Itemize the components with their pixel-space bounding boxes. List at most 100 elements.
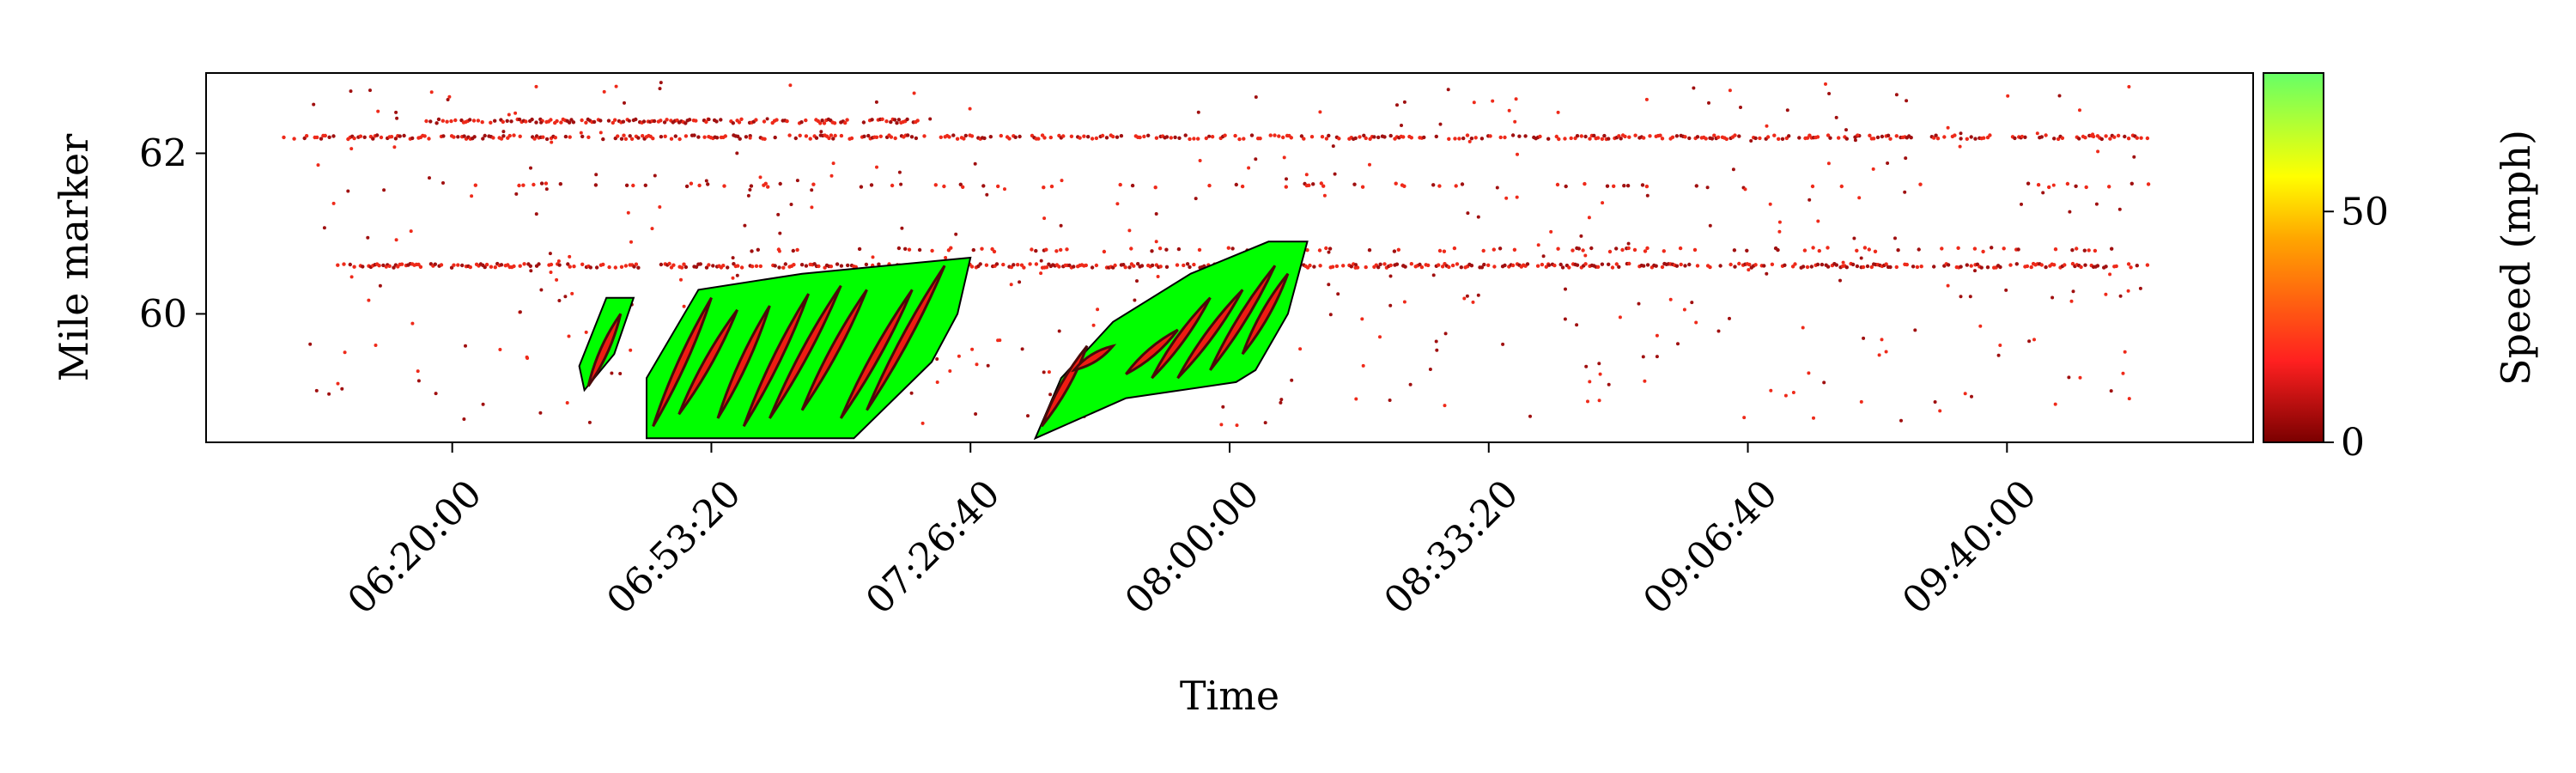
trajectory-point [1648,134,1652,138]
trajectory-point [1747,262,1752,267]
trajectory-point [2104,292,2108,296]
trajectory-point [922,134,927,138]
trajectory-point [2145,136,2150,141]
trajectory-point [817,264,821,269]
trajectory-point [939,135,944,139]
trajectory-point [687,118,692,122]
trajectory-point [1146,133,1151,137]
trajectory-point [992,249,997,254]
trajectory-point [736,134,740,138]
trajectory-point [1327,247,1333,251]
trajectory-point [1437,248,1443,253]
trajectory-point [744,135,749,139]
trajectory-point [1034,262,1039,266]
trajectory-point [969,134,975,138]
trajectory-point [1973,137,1978,141]
trajectory-point [1096,307,1100,312]
trajectory-point [1620,247,1625,253]
trajectory-point [1268,133,1273,137]
trajectory-point [629,348,633,352]
trajectory-point [626,210,630,215]
trajectory-point [874,135,879,139]
trajectory-point [777,249,781,253]
trajectory-point [762,137,767,141]
trajectory-point [909,135,914,139]
trajectory-point [1059,223,1063,228]
trajectory-point [1164,247,1169,252]
trajectory-point [641,119,647,124]
trajectory-point [1655,355,1659,359]
trajectory-point [1341,264,1346,268]
trajectory-point [1409,136,1414,140]
trajectory-point [470,194,474,198]
trajectory-point [1431,273,1436,277]
trajectory-point [942,184,946,189]
trajectory-point [2013,136,2017,141]
trajectory-point [955,137,960,141]
trajectory-point [2052,263,2057,267]
trajectory-point [1679,262,1683,267]
trajectory-point [719,118,723,122]
trajectory-point [1893,236,1897,240]
trajectory-point [1382,135,1387,139]
trajectory-point [1154,240,1158,244]
trajectory-point [818,121,823,125]
trajectory-point [358,134,363,138]
trajectory-point [1042,136,1047,140]
trajectory-point [1196,110,1200,114]
trajectory-point [1440,265,1445,269]
congestion-wave [586,313,623,387]
congestion-wave [1125,328,1179,375]
trajectory-point [1776,247,1780,253]
trajectory-point [707,118,711,121]
trajectory-point [1233,133,1237,138]
congestion-wave [1070,344,1117,373]
trajectory-point [896,118,902,122]
trajectory-point [1540,262,1545,267]
trajectory-point [1884,350,1888,354]
trajectory-point [1894,265,1899,270]
trajectory-point [1090,137,1095,141]
trajectory-point [1642,136,1646,140]
trajectory-point [2039,135,2044,139]
trajectory-point [1319,181,1324,186]
congestion-wave [677,308,738,416]
trajectory-point [2083,136,2087,140]
trajectory-point [1042,216,1047,221]
trajectory-point [787,133,792,137]
trajectory-point [1959,131,1963,136]
trajectory-point [714,119,719,124]
trajectory-point [2051,183,2056,187]
trajectory-point [422,134,427,138]
trajectory-point [766,185,770,189]
trajectory-point [994,262,999,266]
trajectory-point [962,137,966,141]
trajectory-point [1812,416,1815,420]
trajectory-point [1827,92,1832,95]
trajectory-point [433,262,437,266]
trajectory-point [1012,263,1016,267]
trajectory-point [1644,97,1649,101]
trajectory-point [483,265,487,270]
trajectory-point [1019,263,1024,267]
trajectory-point [1382,262,1387,266]
trajectory-point [697,183,702,188]
trajectory-point [1968,295,1972,299]
trajectory-point [2044,133,2048,137]
trajectory-point [567,120,572,125]
scatter-points [282,81,2151,428]
trajectory-point [973,161,977,166]
trajectory-point [2139,136,2143,140]
trajectory-point [1873,249,1878,253]
trajectory-point [1617,265,1621,269]
trajectory-point [1909,136,1913,140]
trajectory-point [1503,263,1507,268]
trajectory-point [1641,355,1645,359]
trajectory-point [1304,173,1309,177]
trajectory-point [565,401,569,405]
trajectory-point [538,411,543,415]
trajectory-point [544,187,549,192]
trajectory-point [1176,247,1182,252]
trajectory-point [1563,137,1567,141]
trajectory-point [634,117,638,122]
